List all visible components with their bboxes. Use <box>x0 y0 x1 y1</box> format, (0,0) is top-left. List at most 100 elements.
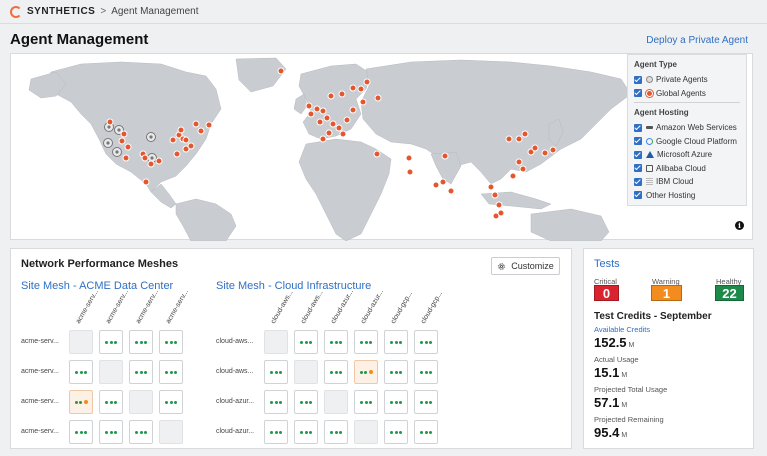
mesh-cell[interactable] <box>129 420 153 444</box>
global-agent-marker[interactable] <box>329 120 337 128</box>
global-agent-marker[interactable] <box>169 136 177 144</box>
global-agent-marker[interactable] <box>492 212 500 220</box>
warning-count-badge[interactable]: 1 <box>651 285 682 301</box>
global-agent-marker[interactable] <box>339 130 347 138</box>
global-agent-marker[interactable] <box>197 127 205 135</box>
mesh-cell[interactable] <box>354 330 378 354</box>
other-hosting-checkbox[interactable] <box>634 191 642 200</box>
global-agent-marker[interactable] <box>531 144 539 152</box>
global-agent-marker[interactable] <box>521 130 529 138</box>
mesh-cell[interactable] <box>384 420 408 444</box>
global-agent-marker[interactable] <box>343 116 351 124</box>
global-agent-marker[interactable] <box>359 98 367 106</box>
global-agent-marker[interactable] <box>182 145 190 153</box>
mesh-cell[interactable] <box>264 390 288 414</box>
critical-count-badge[interactable]: 0 <box>594 285 619 301</box>
mesh-group-cloud-link[interactable]: Site Mesh - Cloud Infrastructure <box>216 280 372 292</box>
global-agent-marker[interactable] <box>515 135 523 143</box>
mesh-cell[interactable] <box>159 360 183 384</box>
mesh-cell[interactable] <box>354 360 378 384</box>
ibm-checkbox[interactable] <box>634 177 642 186</box>
mesh-group-acme-link[interactable]: Site Mesh - ACME Data Center <box>21 280 174 292</box>
azure-checkbox[interactable] <box>634 150 642 159</box>
global-agent-marker[interactable] <box>319 107 327 115</box>
global-agent-marker[interactable] <box>118 137 126 145</box>
mesh-cell[interactable] <box>294 420 318 444</box>
available-credits-link[interactable]: Available Credits <box>594 325 651 334</box>
filter-ibm[interactable]: IBM Cloud <box>634 175 740 189</box>
mesh-cell[interactable] <box>414 420 438 444</box>
global-agent-marker[interactable] <box>319 135 327 143</box>
mesh-cell[interactable] <box>414 390 438 414</box>
global-agent-marker[interactable] <box>505 135 513 143</box>
global-agent-marker[interactable] <box>141 154 149 162</box>
global-agent-marker[interactable] <box>124 143 132 151</box>
mesh-cell[interactable] <box>354 390 378 414</box>
mesh-cell[interactable] <box>69 390 93 414</box>
mesh-cell[interactable] <box>264 420 288 444</box>
global-agent-marker[interactable] <box>277 67 285 75</box>
global-agent-marker[interactable] <box>373 150 381 158</box>
mesh-cell[interactable] <box>129 330 153 354</box>
filter-global-agents[interactable]: Global Agents <box>634 87 740 101</box>
mesh-cell[interactable] <box>414 330 438 354</box>
filter-azure[interactable]: Microsoft Azure <box>634 148 740 162</box>
global-agent-marker[interactable] <box>349 106 357 114</box>
global-agent-marker[interactable] <box>182 136 190 144</box>
healthy-count-badge[interactable]: 22 <box>715 285 744 301</box>
mesh-cell[interactable] <box>324 420 348 444</box>
info-icon[interactable]: i <box>735 221 744 230</box>
global-agent-marker[interactable] <box>363 78 371 86</box>
mesh-cell[interactable] <box>264 360 288 384</box>
global-agent-marker[interactable] <box>106 118 114 126</box>
global-agent-marker[interactable] <box>122 154 130 162</box>
mesh-cell[interactable] <box>384 330 408 354</box>
agent-map[interactable]: Agent Type Private Agents Global Agents … <box>10 53 753 241</box>
global-agent-marker[interactable] <box>155 157 163 165</box>
global-agent-marker[interactable] <box>313 105 321 113</box>
global-agent-marker[interactable] <box>147 160 155 168</box>
global-agent-marker[interactable] <box>316 118 324 126</box>
global-agent-marker[interactable] <box>327 92 335 100</box>
global-agent-marker[interactable] <box>441 152 449 160</box>
mesh-cell[interactable] <box>99 420 123 444</box>
synthetics-logo-icon[interactable] <box>10 5 22 18</box>
alibaba-checkbox[interactable] <box>634 164 642 173</box>
mesh-cell[interactable] <box>159 390 183 414</box>
global-agent-marker[interactable] <box>374 94 382 102</box>
aws-checkbox[interactable] <box>634 123 642 132</box>
gcp-checkbox[interactable] <box>634 137 642 146</box>
global-agent-marker[interactable] <box>338 90 346 98</box>
global-agent-marker[interactable] <box>519 165 527 173</box>
mesh-cell[interactable] <box>99 390 123 414</box>
global-agent-marker[interactable] <box>187 142 195 150</box>
filter-private-agents[interactable]: Private Agents <box>634 73 740 87</box>
global-agent-marker[interactable] <box>432 181 440 189</box>
global-agent-marker[interactable] <box>509 172 517 180</box>
deploy-private-agent-link[interactable]: Deploy a Private Agent <box>646 35 748 46</box>
filter-other-hosting[interactable]: Other Hosting <box>634 189 740 203</box>
global-agent-marker[interactable] <box>447 187 455 195</box>
mesh-cell[interactable] <box>384 390 408 414</box>
mesh-cell[interactable] <box>99 330 123 354</box>
global-agent-marker[interactable] <box>142 178 150 186</box>
global-agent-marker[interactable] <box>405 154 413 162</box>
global-agent-marker[interactable] <box>305 102 313 110</box>
global-agent-marker[interactable] <box>495 201 503 209</box>
global-agent-marker[interactable] <box>192 120 200 128</box>
global-agent-marker[interactable] <box>527 148 535 156</box>
customize-button[interactable]: Customize <box>491 257 560 275</box>
mesh-cell[interactable] <box>69 360 93 384</box>
global-agents-checkbox[interactable] <box>634 89 642 98</box>
mesh-cell[interactable] <box>129 360 153 384</box>
global-agent-marker[interactable] <box>497 209 505 217</box>
mesh-cell[interactable] <box>384 360 408 384</box>
filter-aws[interactable]: Amazon Web Services <box>634 121 740 135</box>
global-agent-marker[interactable] <box>325 129 333 137</box>
global-agent-marker[interactable] <box>335 124 343 132</box>
global-agent-marker[interactable] <box>307 110 315 118</box>
breadcrumb-brand[interactable]: SYNTHETICS <box>27 6 96 17</box>
global-agent-marker[interactable] <box>549 146 557 154</box>
global-agent-marker[interactable] <box>439 178 447 186</box>
global-agent-marker[interactable] <box>323 114 331 122</box>
